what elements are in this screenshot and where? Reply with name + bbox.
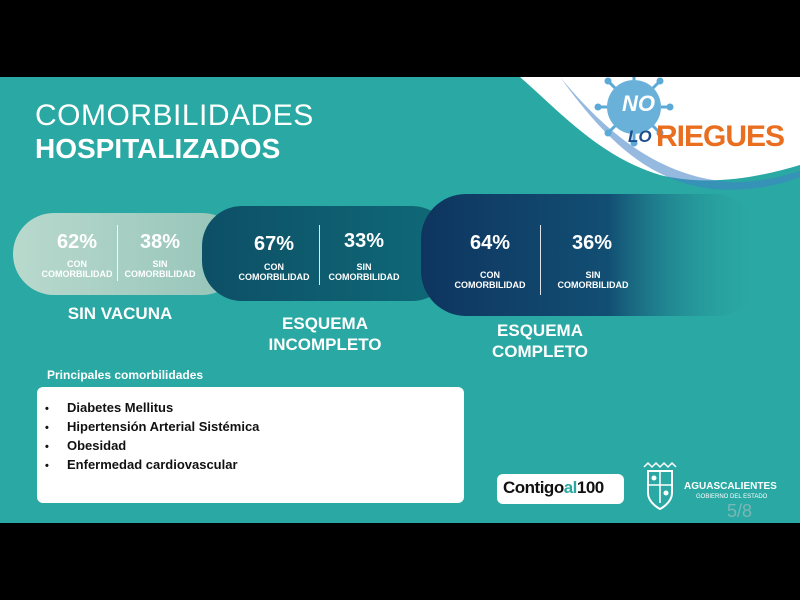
- coat-of-arms-icon: [643, 461, 677, 511]
- list-item-text: Enfermedad cardiovascular: [67, 457, 238, 472]
- campaign-logo: NO LO RIEGUES: [616, 87, 785, 157]
- stat-label-sin: SIN COMORBILIDAD: [543, 270, 643, 290]
- logo-word-lo: LO: [628, 127, 652, 146]
- stat-label-line: COMORBILIDAD: [557, 280, 629, 290]
- stat-percent-sin: 36%: [571, 232, 613, 254]
- list-item: • Obesidad: [45, 437, 259, 456]
- page-subtitle: HOSPITALIZADOS: [35, 133, 281, 164]
- stat-label-line: CON: [264, 262, 284, 272]
- stat-label-line: SIN: [585, 270, 601, 280]
- stat-label-line: COMORBILIDAD: [41, 269, 113, 279]
- page-title: COMORBILIDADES: [35, 99, 314, 132]
- stat-label-line: COMORBILIDAD: [238, 272, 310, 282]
- list-item: • Hipertensión Arterial Sistémica: [45, 418, 259, 437]
- bullet-icon: •: [45, 422, 49, 434]
- bullet-icon: •: [45, 403, 49, 415]
- stat-percent-con: 64%: [469, 232, 511, 254]
- page-number: 5/8: [727, 501, 753, 521]
- group-label-sin-vacuna: SIN VACUNA: [67, 304, 173, 323]
- contigo-al-100-logo: Contigoal100: [497, 474, 624, 504]
- virus-icon: [594, 77, 674, 147]
- pill-esquema-incompleto: [202, 206, 452, 301]
- stat-label-con: CON COMORBILIDAD: [35, 259, 119, 279]
- stat-percent-sin: 33%: [343, 230, 385, 252]
- state-name: AGUASCALIENTES: [684, 481, 777, 492]
- header-wave: [520, 77, 800, 181]
- stat-label-line: COMORBILIDAD: [454, 280, 526, 290]
- pill-esquema-completo: [421, 194, 761, 316]
- stat-divider: [319, 225, 320, 285]
- logo-word-no: NO: [622, 91, 655, 116]
- slide-background: [13, 77, 800, 511]
- group-label-line: COMPLETO: [491, 342, 589, 361]
- stat-percent-con: 62%: [56, 231, 98, 253]
- group-label-line: ESQUEMA: [497, 321, 583, 340]
- list-item-text: Diabetes Mellitus: [67, 400, 174, 415]
- contigo-100-word: 100: [576, 478, 604, 497]
- group-label-esquema-incompleto: ESQUEMA INCOMPLETO: [250, 313, 400, 355]
- stat-label-con: CON COMORBILIDAD: [232, 262, 316, 282]
- group-label-esquema-completo: ESQUEMA COMPLETO: [470, 320, 610, 362]
- list-item: • Enfermedad cardiovascular: [45, 456, 259, 475]
- contigo-logo-text: Contigoal100: [503, 478, 604, 498]
- stat-label-con: CON COMORBILIDAD: [448, 270, 532, 290]
- stat-label-line: CON: [480, 270, 500, 280]
- comorbidities-heading: Principales comorbilidades: [47, 368, 204, 382]
- comorbidities-list: • Diabetes Mellitus • Hipertensión Arteria…: [45, 399, 259, 475]
- stat-label-line: COMORBILIDAD: [328, 272, 400, 282]
- group-label-line: INCOMPLETO: [268, 335, 382, 354]
- contigo-al-word: al: [563, 478, 578, 497]
- stat-label-line: SIN: [356, 262, 372, 272]
- group-label-line: ESQUEMA: [282, 314, 368, 333]
- slide: NO LO RIEGUES COMORBILIDADES HOSPITALIZA…: [0, 77, 800, 523]
- stat-label-line: CON: [67, 259, 87, 269]
- bullet-icon: •: [45, 441, 49, 453]
- stat-label-sin: SIN COMORBILIDAD: [118, 259, 202, 279]
- list-item-text: Hipertensión Arterial Sistémica: [67, 419, 260, 434]
- stat-label-sin: SIN COMORBILIDAD: [322, 262, 406, 282]
- stat-percent-con: 67%: [253, 233, 295, 255]
- pill-sin-vacuna: [13, 213, 243, 295]
- stat-divider: [540, 225, 541, 295]
- logo-word-riegues: RIEGUES: [656, 120, 785, 153]
- contigo-word: Contigo: [503, 478, 564, 497]
- stat-label-line: COMORBILIDAD: [124, 269, 196, 279]
- stat-divider: [117, 225, 118, 281]
- list-item-text: Obesidad: [67, 438, 127, 453]
- list-item: • Diabetes Mellitus: [45, 399, 259, 418]
- bullet-icon: •: [45, 460, 49, 472]
- state-subtitle: GOBIERNO DEL ESTADO: [696, 494, 768, 500]
- stat-label-line: SIN: [152, 259, 168, 269]
- comorbidities-box: • Diabetes Mellitus • Hipertensión Arteria…: [37, 387, 464, 503]
- stat-percent-sin: 38%: [139, 231, 181, 253]
